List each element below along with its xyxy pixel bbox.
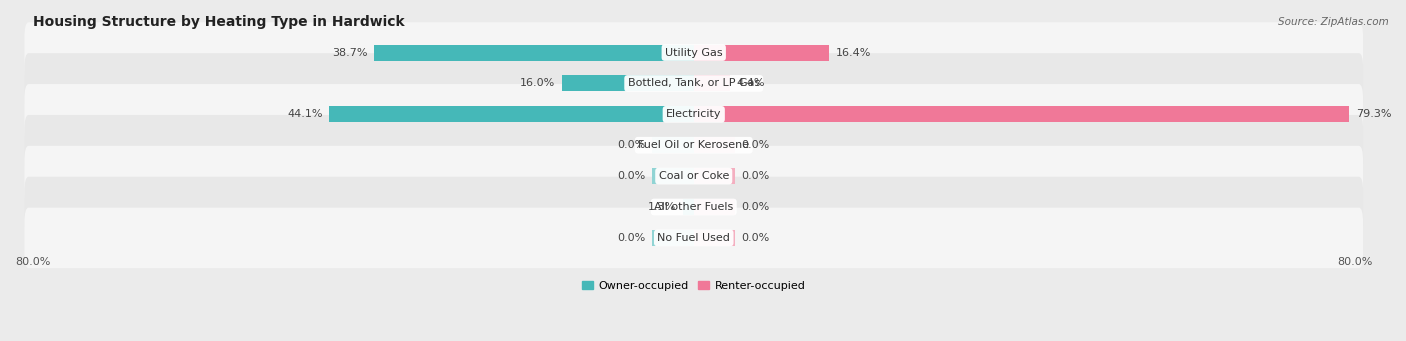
Bar	[693, 199, 735, 215]
Bar	[652, 230, 693, 246]
Text: Source: ZipAtlas.com: Source: ZipAtlas.com	[1278, 17, 1389, 27]
Text: 16.4%: 16.4%	[837, 47, 872, 58]
Text: Fuel Oil or Kerosene: Fuel Oil or Kerosene	[638, 140, 749, 150]
FancyBboxPatch shape	[24, 53, 1362, 114]
Text: 1.3%: 1.3%	[648, 202, 676, 212]
FancyBboxPatch shape	[24, 177, 1362, 237]
Text: 0.0%: 0.0%	[617, 233, 645, 243]
FancyBboxPatch shape	[24, 22, 1362, 83]
Text: 44.1%: 44.1%	[287, 109, 323, 119]
Text: 0.0%: 0.0%	[617, 140, 645, 150]
Text: 0.0%: 0.0%	[742, 171, 770, 181]
Text: Housing Structure by Heating Type in Hardwick: Housing Structure by Heating Type in Har…	[32, 15, 405, 29]
Bar	[693, 106, 1348, 122]
Bar	[693, 168, 735, 184]
Text: 38.7%: 38.7%	[332, 47, 367, 58]
FancyBboxPatch shape	[24, 146, 1362, 206]
Text: No Fuel Used: No Fuel Used	[658, 233, 730, 243]
Bar	[374, 45, 693, 61]
Bar	[652, 168, 693, 184]
Bar	[693, 45, 830, 61]
Bar	[561, 75, 693, 91]
Text: 4.4%: 4.4%	[737, 78, 765, 88]
Text: 16.0%: 16.0%	[520, 78, 555, 88]
Legend: Owner-occupied, Renter-occupied: Owner-occupied, Renter-occupied	[578, 277, 810, 295]
Bar	[329, 106, 693, 122]
Text: 0.0%: 0.0%	[742, 233, 770, 243]
Text: 0.0%: 0.0%	[742, 202, 770, 212]
Bar	[683, 199, 693, 215]
Bar	[693, 75, 730, 91]
Text: Coal or Coke: Coal or Coke	[658, 171, 728, 181]
Text: 0.0%: 0.0%	[742, 140, 770, 150]
Text: All other Fuels: All other Fuels	[654, 202, 734, 212]
Bar	[652, 137, 693, 153]
Text: 79.3%: 79.3%	[1355, 109, 1391, 119]
Bar	[693, 137, 735, 153]
Text: Utility Gas: Utility Gas	[665, 47, 723, 58]
Text: 0.0%: 0.0%	[617, 171, 645, 181]
Text: Electricity: Electricity	[666, 109, 721, 119]
FancyBboxPatch shape	[24, 84, 1362, 145]
Text: Bottled, Tank, or LP Gas: Bottled, Tank, or LP Gas	[627, 78, 759, 88]
Bar	[693, 230, 735, 246]
FancyBboxPatch shape	[24, 208, 1362, 268]
FancyBboxPatch shape	[24, 115, 1362, 176]
